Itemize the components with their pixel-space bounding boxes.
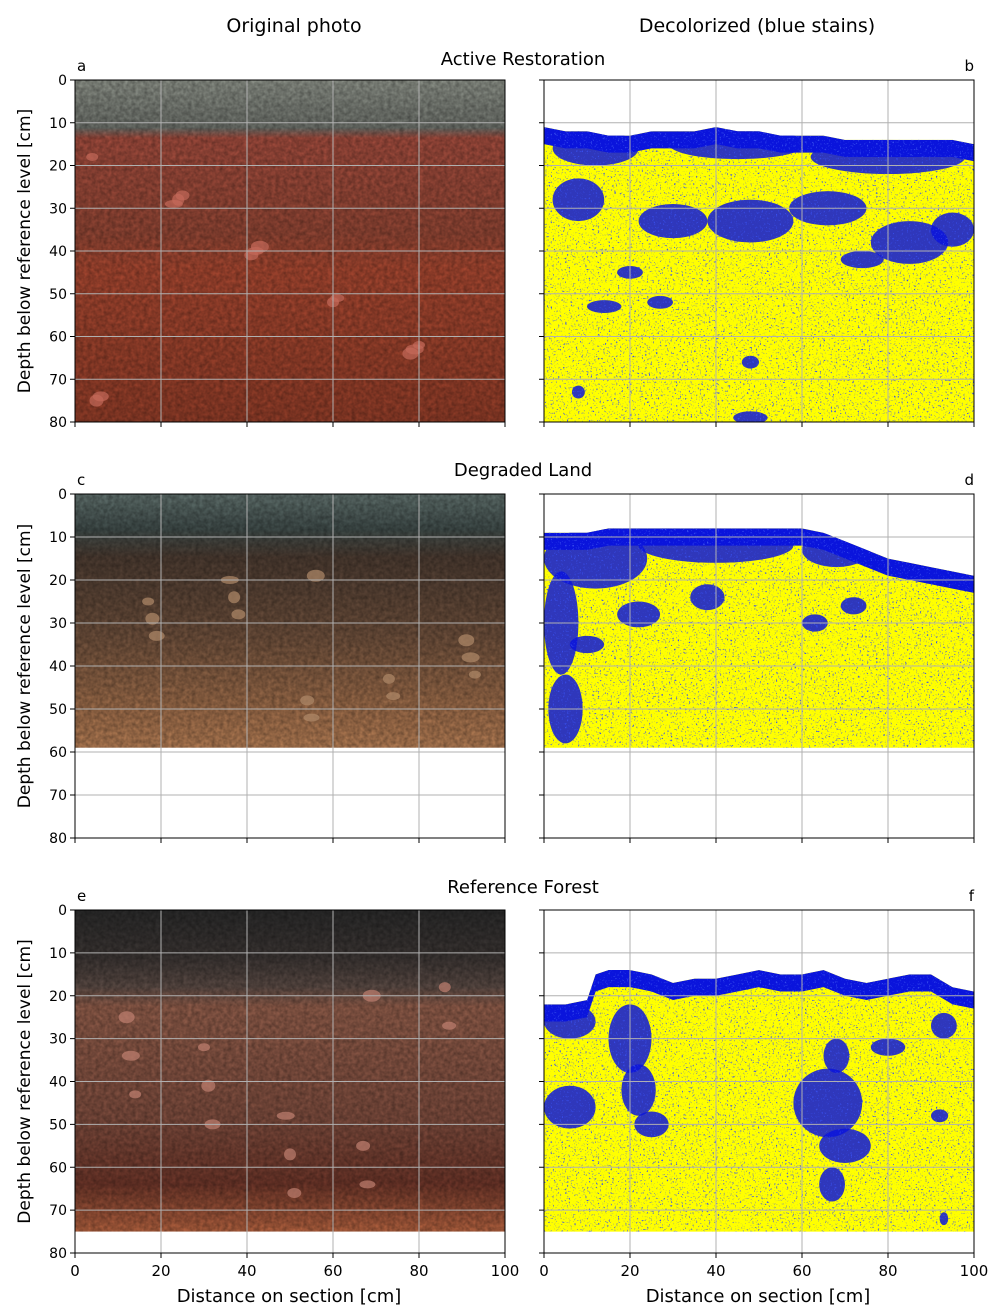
stain-map [544, 127, 974, 423]
x-tick-label: 20 [620, 1262, 639, 1280]
y-tick-label: 70 [49, 788, 67, 804]
y-tick-label: 20 [49, 989, 67, 1005]
y-tick-label: 30 [49, 616, 67, 632]
y-tick-label: 40 [49, 659, 67, 675]
y-tick-label: 70 [49, 372, 67, 388]
y-axis-label: Depth below reference level [cm] [15, 939, 35, 1223]
row-title: Reference Forest [447, 877, 599, 898]
soil-photo [75, 910, 505, 1232]
x-tick-label: 0 [539, 1262, 549, 1280]
panel-letter: e [77, 887, 86, 905]
y-tick-label: 60 [49, 330, 67, 346]
x-axis-label-right: Distance on section [cm] [646, 1286, 871, 1306]
panel-letter: b [964, 57, 974, 75]
y-tick-label: 0 [58, 903, 67, 919]
panel-letter: c [77, 471, 85, 489]
y-tick-label: 50 [49, 702, 67, 718]
y-tick-label: 50 [49, 287, 67, 303]
y-tick-label: 50 [49, 1117, 67, 1133]
y-tick-label: 10 [49, 530, 67, 546]
panel-letter: f [969, 887, 975, 905]
panel-letter: a [77, 57, 86, 75]
stain-map [544, 528, 974, 748]
x-tick-label: 60 [323, 1262, 342, 1280]
column-title-decolorized: Decolorized (blue stains) [639, 15, 875, 37]
column-title-original: Original photo [226, 15, 361, 37]
y-tick-label: 60 [49, 745, 67, 761]
y-tick-label: 0 [58, 487, 67, 503]
row-title: Active Restoration [441, 49, 606, 70]
x-tick-label: 100 [960, 1262, 989, 1280]
y-tick-label: 70 [49, 1203, 67, 1219]
y-tick-label: 20 [49, 573, 67, 589]
x-tick-label: 80 [878, 1262, 897, 1280]
y-tick-label: 40 [49, 1075, 67, 1091]
y-tick-label: 40 [49, 244, 67, 260]
x-axis-label-left: Distance on section [cm] [177, 1286, 402, 1306]
y-tick-label: 0 [58, 73, 67, 89]
y-tick-label: 30 [49, 201, 67, 217]
x-tick-label: 40 [237, 1262, 256, 1280]
y-tick-label: 80 [49, 1246, 67, 1262]
x-tick-label: 20 [151, 1262, 170, 1280]
y-tick-label: 30 [49, 1032, 67, 1048]
y-axis-label: Depth below reference level [cm] [15, 109, 35, 393]
y-tick-label: 10 [49, 946, 67, 962]
x-tick-label: 40 [706, 1262, 725, 1280]
y-tick-label: 20 [49, 159, 67, 175]
soil-photo [75, 494, 505, 748]
y-axis-label: Depth below reference level [cm] [15, 524, 35, 808]
y-tick-label: 60 [49, 1160, 67, 1176]
x-tick-label: 60 [792, 1262, 811, 1280]
x-tick-label: 80 [409, 1262, 428, 1280]
stain-map [544, 970, 974, 1232]
panel-letter: d [964, 471, 974, 489]
x-tick-label: 100 [491, 1262, 520, 1280]
y-tick-label: 80 [49, 831, 67, 847]
y-tick-label: 10 [49, 116, 67, 132]
y-tick-label: 80 [49, 415, 67, 431]
row-title: Degraded Land [454, 460, 592, 481]
x-tick-label: 0 [70, 1262, 80, 1280]
